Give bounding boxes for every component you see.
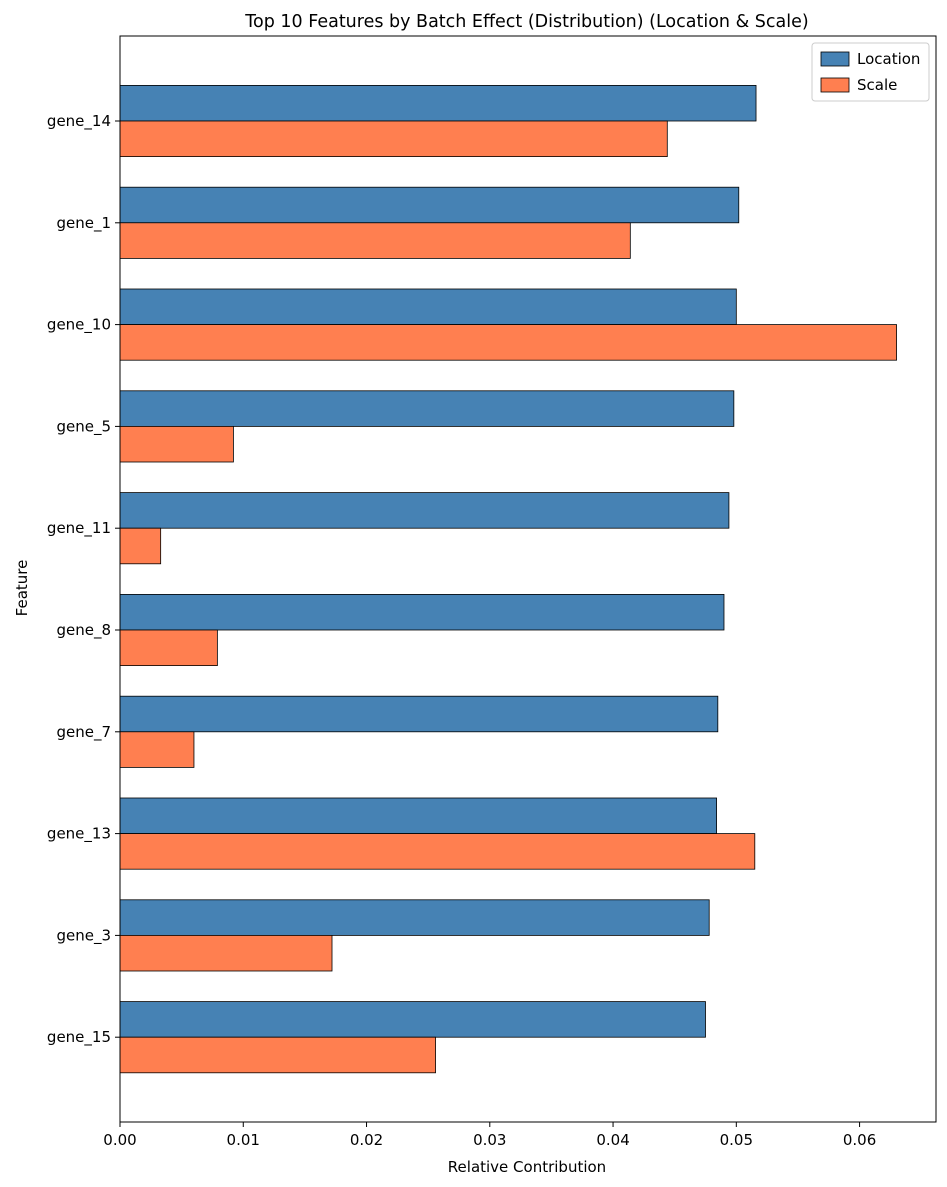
y-tick-label: gene_7 [56, 723, 111, 742]
bar-scale-gene_8 [119, 629, 218, 666]
y-tick-label: gene_1 [56, 214, 111, 233]
legend-swatch-location [820, 51, 850, 67]
x-tick-label: 0.04 [596, 1131, 629, 1149]
y-axis: gene_14 gene_1 gene_10 gene_5 gene_11 gene_8g… [47, 112, 120, 1047]
bar-scale-gene_7 [119, 731, 195, 768]
bar-location-gene_3 [119, 899, 710, 936]
legend: Location Scale [811, 42, 930, 102]
x-tick-label: 0.02 [350, 1131, 383, 1149]
bar-location-gene_1 [119, 186, 740, 224]
bars-layer [119, 85, 897, 1074]
bar-location-gene_15 [119, 1001, 706, 1038]
legend-label-location: Location [857, 50, 920, 68]
y-tick-label: gene_8 [56, 621, 111, 640]
bar-scale-gene_5 [119, 425, 234, 463]
bar-scale-gene_3 [119, 935, 333, 972]
x-tick-label: 0.06 [843, 1131, 876, 1149]
legend-swatch-scale [820, 77, 850, 93]
bar-location-gene_7 [119, 695, 719, 733]
y-axis-title: Feature [13, 560, 31, 617]
bar-scale-gene_14 [119, 120, 668, 157]
bar-scale-gene_13 [119, 833, 756, 870]
y-tick-label: gene_11 [47, 519, 111, 538]
y-tick-label: gene_13 [47, 825, 111, 844]
bar-location-gene_8 [119, 594, 725, 631]
x-tick-label: 0.01 [227, 1131, 260, 1149]
x-tick-label: 0.00 [103, 1131, 136, 1149]
bar-location-gene_14 [119, 85, 757, 122]
bar-scale-gene_15 [119, 1036, 436, 1074]
bar-location-gene_11 [119, 492, 730, 529]
y-tick-label: gene_5 [56, 417, 111, 436]
legend-label-scale: Scale [857, 76, 897, 94]
bar-scale-gene_11 [119, 527, 162, 565]
x-axis: 0.00 0.01 0.02 0.03 0.04 0.05 0.06 [103, 1122, 876, 1149]
bar-location-gene_13 [119, 797, 717, 834]
bar-scale-gene_10 [119, 324, 897, 361]
bar-scale-gene_1 [119, 222, 631, 259]
chart-title: Top 10 Features by Batch Effect (Distrib… [244, 12, 808, 32]
x-axis-title: Relative Contribution [448, 1158, 606, 1176]
plot-frame [119, 35, 937, 1123]
x-tick-label: 0.05 [720, 1131, 753, 1149]
bar-location-gene_10 [119, 288, 737, 325]
x-tick-label: 0.03 [473, 1131, 506, 1149]
bar-location-gene_5 [119, 390, 735, 427]
y-tick-label: gene_3 [56, 926, 111, 945]
y-tick-label: gene_14 [47, 112, 111, 131]
y-tick-label: gene_15 [47, 1028, 111, 1047]
y-tick-label: gene_10 [47, 316, 111, 335]
